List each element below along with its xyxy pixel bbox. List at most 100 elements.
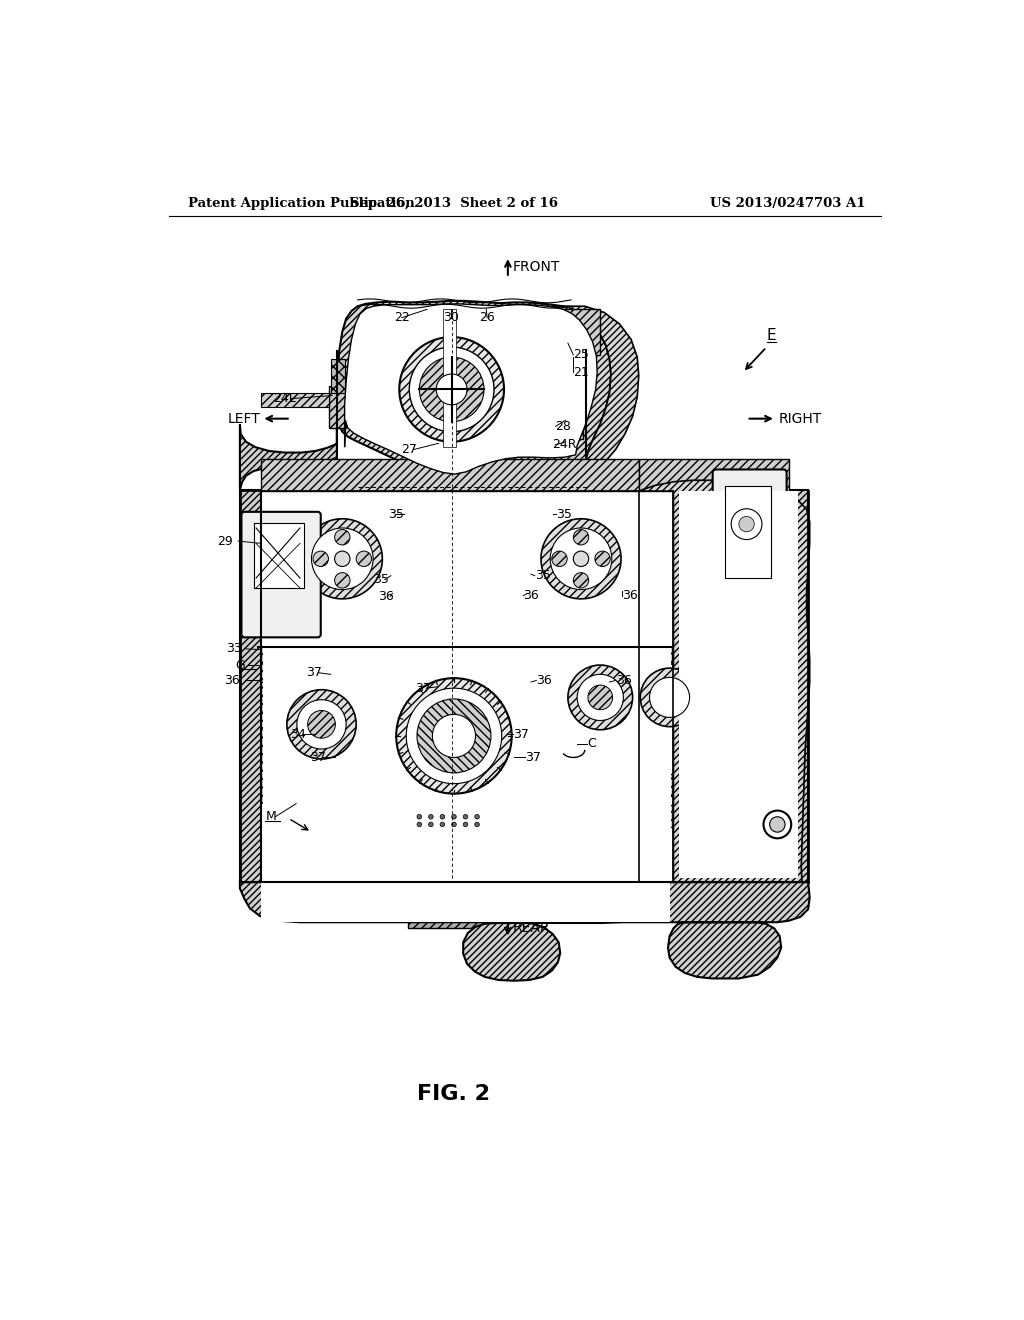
Bar <box>376 867 556 894</box>
Bar <box>258 664 287 803</box>
Bar <box>508 548 550 553</box>
Bar <box>639 459 788 491</box>
Text: REAR: REAR <box>512 920 550 935</box>
Text: FIG. 2: FIG. 2 <box>418 1084 490 1104</box>
Circle shape <box>407 688 502 784</box>
Bar <box>547 309 600 355</box>
Circle shape <box>578 675 624 721</box>
Text: 21: 21 <box>573 366 589 379</box>
Bar <box>261 882 670 923</box>
Bar <box>258 647 674 664</box>
Bar <box>508 540 550 545</box>
Text: RIGHT: RIGHT <box>779 412 822 425</box>
Circle shape <box>419 358 484 422</box>
Circle shape <box>396 678 512 793</box>
Text: 35: 35 <box>535 569 551 582</box>
Bar <box>330 385 346 428</box>
Circle shape <box>429 822 433 826</box>
Bar <box>674 647 788 664</box>
Bar <box>285 775 700 796</box>
Text: 36: 36 <box>615 675 632 686</box>
Bar <box>385 540 427 545</box>
Bar <box>250 605 307 630</box>
Text: 35: 35 <box>388 508 404 520</box>
Text: 37: 37 <box>306 667 322 680</box>
Bar <box>508 540 550 545</box>
Bar <box>261 459 639 491</box>
Bar <box>263 491 671 880</box>
Bar <box>254 523 304 589</box>
Text: 36: 36 <box>224 675 240 686</box>
Bar <box>385 532 427 539</box>
Bar <box>508 508 550 515</box>
Bar <box>419 306 479 323</box>
Circle shape <box>287 690 356 759</box>
Bar <box>437 436 460 445</box>
Bar <box>565 363 580 393</box>
Text: 28: 28 <box>556 420 571 433</box>
Circle shape <box>573 529 589 545</box>
Text: 25: 25 <box>573 348 589 362</box>
Circle shape <box>417 814 422 818</box>
Bar <box>285 805 700 826</box>
Text: 35: 35 <box>373 573 389 586</box>
Bar <box>296 781 342 817</box>
Circle shape <box>463 822 468 826</box>
Circle shape <box>335 552 350 566</box>
Text: C: C <box>587 737 596 750</box>
Bar <box>508 532 550 539</box>
Polygon shape <box>240 424 337 490</box>
Bar <box>385 508 427 515</box>
Bar <box>252 533 283 543</box>
Bar <box>385 508 427 515</box>
Circle shape <box>436 374 467 405</box>
Bar <box>252 561 283 570</box>
Circle shape <box>739 516 755 532</box>
Bar <box>725 486 771 578</box>
Bar <box>419 306 479 323</box>
Text: 37: 37 <box>309 751 326 764</box>
Bar <box>722 480 776 502</box>
Text: 33: 33 <box>226 643 243 656</box>
Bar <box>565 385 583 440</box>
Circle shape <box>475 822 479 826</box>
Text: 37: 37 <box>513 727 529 741</box>
Bar <box>400 829 531 851</box>
Bar <box>261 682 670 696</box>
Circle shape <box>731 508 762 540</box>
Circle shape <box>399 337 504 442</box>
Bar <box>258 664 287 803</box>
Text: 29: 29 <box>217 535 233 548</box>
Circle shape <box>440 814 444 818</box>
Text: 36: 36 <box>523 589 539 602</box>
Circle shape <box>541 519 621 599</box>
Bar <box>385 524 427 531</box>
Bar <box>261 713 670 726</box>
Text: 24L: 24L <box>273 392 296 405</box>
Bar <box>331 359 345 393</box>
Bar <box>427 317 470 335</box>
Bar <box>508 524 550 531</box>
Bar <box>285 775 700 796</box>
Text: 37: 37 <box>415 681 431 694</box>
Bar <box>252 533 283 543</box>
Bar <box>437 309 460 462</box>
Bar <box>408 913 527 928</box>
Bar <box>722 480 776 502</box>
Circle shape <box>640 668 698 726</box>
Text: 30: 30 <box>443 312 459 325</box>
Bar <box>508 508 550 515</box>
Bar <box>385 524 427 531</box>
Circle shape <box>568 665 633 730</box>
Bar <box>252 561 283 570</box>
Bar <box>261 713 670 726</box>
Circle shape <box>573 573 589 589</box>
Circle shape <box>429 814 433 818</box>
Bar <box>252 546 283 556</box>
Circle shape <box>417 700 490 774</box>
Bar <box>385 548 427 553</box>
Bar <box>331 359 345 393</box>
Circle shape <box>307 710 336 738</box>
Text: 36: 36 <box>378 590 394 603</box>
Bar <box>240 490 261 882</box>
